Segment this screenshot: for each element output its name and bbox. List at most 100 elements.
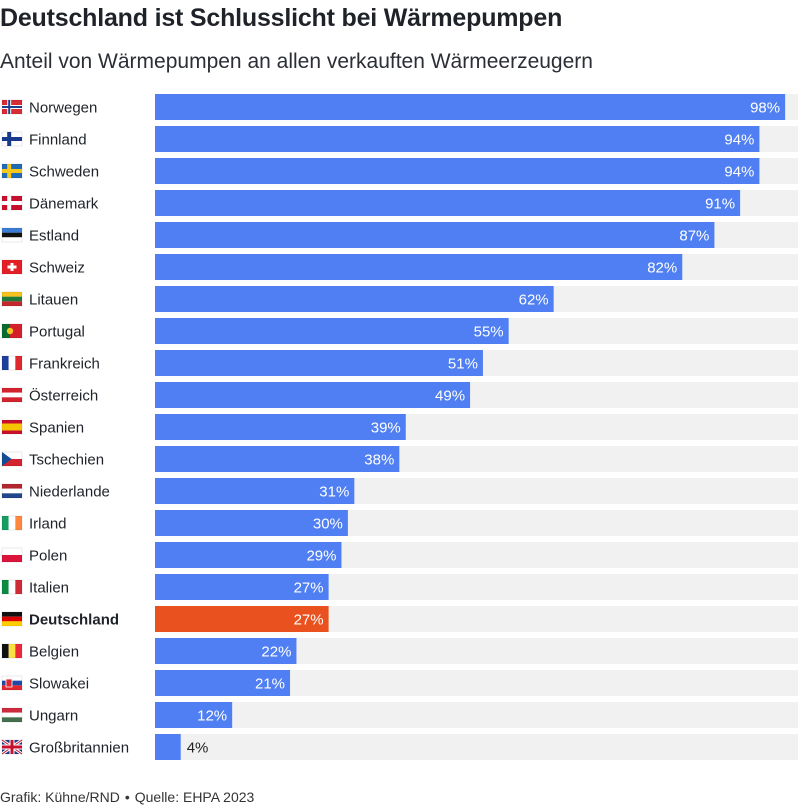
data-label: 94% — [724, 164, 754, 181]
data-label: 21% — [255, 676, 285, 693]
bar — [155, 126, 760, 152]
flag-uk-icon — [1, 738, 23, 756]
category-label: Finnland — [29, 132, 87, 149]
flag-slovakia-icon — [1, 675, 23, 691]
data-label: 27% — [294, 612, 324, 629]
bar-row: Deutschland 27% — [1, 606, 798, 632]
bar-row: Spanien 39% — [1, 414, 798, 440]
bar — [155, 734, 181, 760]
bar — [155, 94, 786, 120]
bar — [155, 702, 233, 728]
flag-ireland-icon — [1, 515, 23, 531]
data-label: 51% — [448, 356, 478, 373]
footer-credit: Grafik: Kühne/RND — [0, 789, 120, 805]
chart-subtitle: Anteil von Wärmepumpen an allen verkauft… — [0, 50, 593, 73]
data-label: 55% — [474, 324, 504, 341]
bar-row: Frankreich 51% — [1, 350, 798, 376]
bar-highlight — [155, 606, 329, 632]
bar-row: Litauen 62% — [1, 286, 798, 312]
bar-row: Portugal 55% — [1, 318, 798, 344]
flag-austria-icon — [1, 387, 23, 403]
bar — [155, 158, 760, 184]
bar-row: Tschechien 38% — [1, 446, 798, 472]
chart-title: Deutschland ist Schlusslicht bei Wärmepu… — [0, 4, 563, 32]
category-label: Estland — [29, 228, 79, 245]
category-label: Belgien — [29, 644, 79, 661]
category-label: Niederlande — [29, 484, 110, 501]
category-label: Tschechien — [29, 452, 104, 469]
bar — [155, 222, 715, 248]
category-label: Schweiz — [29, 260, 85, 277]
bar-row: Belgien 22% — [1, 638, 798, 664]
data-label: 4% — [187, 740, 209, 757]
bar-row: Italien 27% — [1, 574, 798, 600]
bar-track — [155, 734, 798, 760]
category-label: Großbritannien — [29, 740, 129, 757]
bar — [155, 286, 554, 312]
bar-row: Norwegen 98% — [1, 94, 798, 120]
flag-france-icon — [1, 355, 23, 371]
footer-separator: • — [124, 789, 130, 805]
data-label: 91% — [705, 196, 735, 213]
category-label: Frankreich — [29, 356, 100, 373]
flag-belgium-icon — [1, 643, 23, 659]
data-label: 12% — [197, 708, 227, 725]
bar — [155, 638, 297, 664]
data-label: 94% — [724, 132, 754, 149]
flag-switzerland-icon — [1, 259, 23, 275]
data-label: 39% — [371, 420, 401, 437]
category-label: Italien — [29, 580, 69, 597]
footer: Grafik: Kühne/RND • Quelle: EHPA 2023 — [0, 789, 254, 805]
bar — [155, 510, 348, 536]
bar — [155, 574, 329, 600]
data-label: 62% — [519, 292, 549, 309]
flag-italy-icon — [1, 579, 23, 595]
bar — [155, 414, 406, 440]
bar — [155, 254, 683, 280]
flag-poland-icon — [1, 547, 23, 563]
category-label: Portugal — [29, 324, 85, 341]
data-label: 87% — [679, 228, 709, 245]
flag-germany-icon — [1, 611, 23, 627]
category-label: Deutschland — [29, 612, 119, 629]
bar-row: Slowakei 21% — [1, 670, 798, 696]
category-label: Irland — [29, 516, 67, 533]
flag-norway-icon — [1, 99, 23, 115]
category-label: Österreich — [29, 387, 98, 405]
flag-hungary-icon — [1, 707, 23, 723]
flag-denmark-icon — [1, 195, 23, 211]
data-label: 49% — [435, 388, 465, 405]
bar — [155, 446, 400, 472]
category-label: Slowakei — [29, 676, 89, 693]
footer-source: Quelle: EHPA 2023 — [134, 789, 255, 805]
data-label: 29% — [306, 548, 336, 565]
category-label: Litauen — [29, 292, 78, 309]
bar-row: Estland 87% — [1, 222, 798, 248]
flag-portugal-icon — [1, 323, 23, 339]
flag-estonia-icon — [1, 227, 23, 243]
category-label: Schweden — [29, 164, 99, 181]
bar-row: Polen 29% — [1, 542, 798, 568]
bar — [155, 382, 471, 408]
bar — [155, 318, 509, 344]
category-label: Ungarn — [29, 708, 78, 725]
bar-row: Großbritannien 4% — [1, 734, 798, 760]
flag-netherlands-icon — [1, 483, 23, 499]
category-label: Polen — [29, 548, 67, 565]
data-label: 31% — [319, 484, 349, 501]
bar-track — [155, 702, 798, 728]
bar — [155, 670, 291, 696]
bar-row: Österreich 49% — [1, 382, 798, 408]
flag-spain-icon — [1, 419, 23, 435]
bar-row: Finnland 94% — [1, 126, 798, 152]
flag-czechia-icon — [1, 451, 23, 467]
data-label: 22% — [261, 644, 291, 661]
bar-row: Schweden 94% — [1, 158, 798, 184]
flag-lithuania-icon — [1, 291, 23, 307]
bar-row: Dänemark 91% — [1, 190, 798, 216]
category-label: Norwegen — [29, 100, 97, 117]
bar — [155, 478, 355, 504]
bar-chart: Norwegen 98% Finnland 94% Schweden 94% Dänemar… — [1, 94, 798, 760]
bar-row: Ungarn 12% — [1, 702, 798, 728]
data-label: 38% — [364, 452, 394, 469]
